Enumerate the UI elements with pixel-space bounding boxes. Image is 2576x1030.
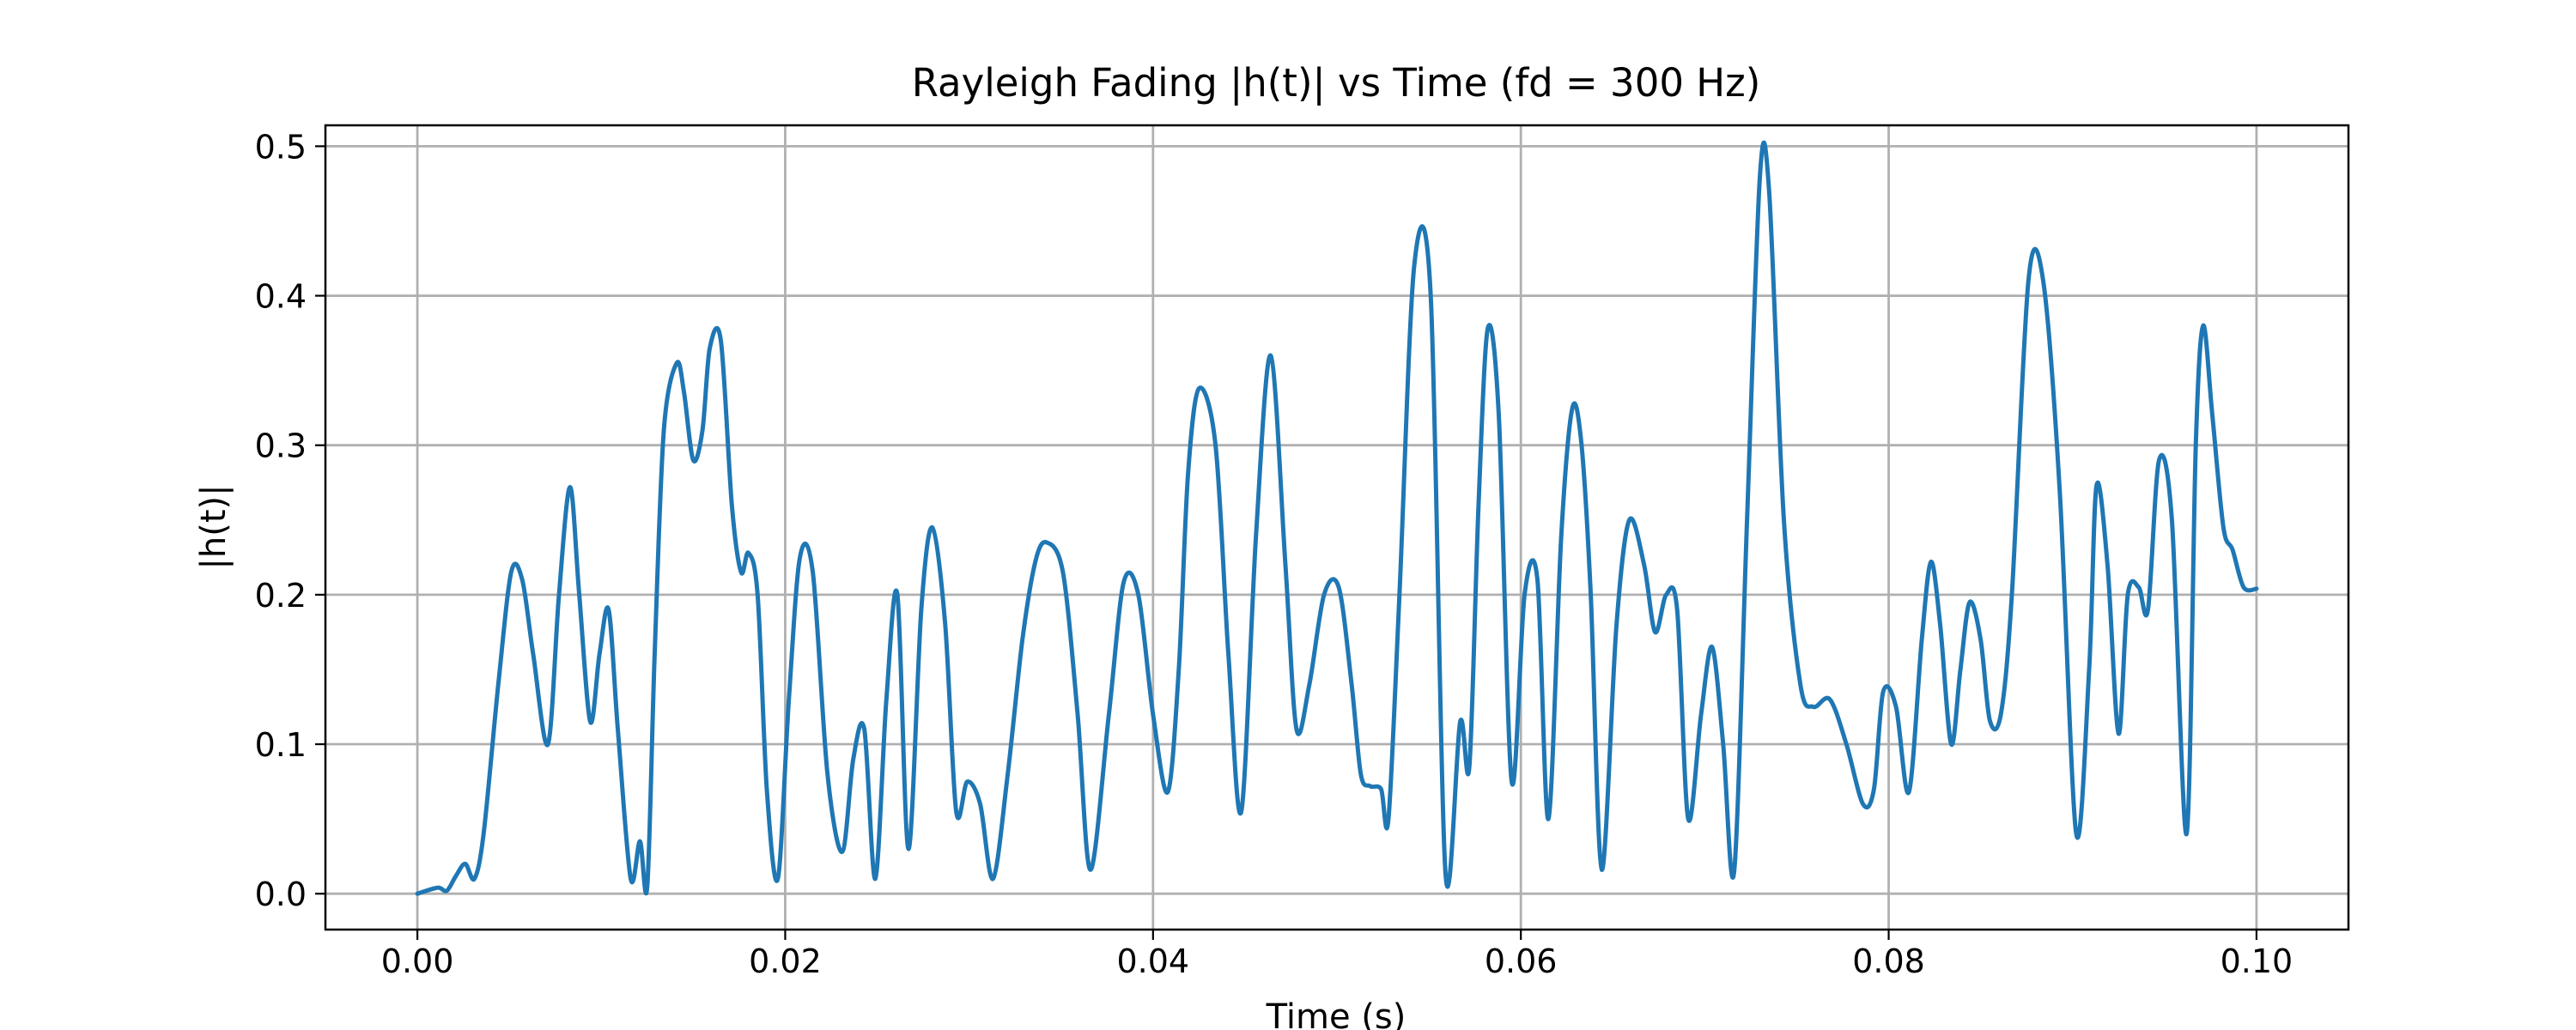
x-tick-label: 0.00: [381, 942, 454, 980]
y-tick-label: 0.1: [255, 726, 307, 764]
x-tick-label: 0.10: [2221, 942, 2293, 980]
y-tick-label: 0.3: [255, 427, 307, 465]
x-axis-label: Time (s): [1266, 997, 1406, 1030]
x-tick-label: 0.02: [749, 942, 822, 980]
y-axis-label: |h(t)|: [194, 484, 234, 569]
data-series-layer: [415, 140, 2259, 896]
x-tick-label: 0.06: [1485, 942, 1558, 980]
chart-title: Rayleigh Fading |h(t)| vs Time (fd = 300…: [912, 60, 1761, 106]
y-tick-label: 0.0: [255, 876, 307, 913]
axis-ticks: 0.00 0.02 0.04 0.06 0.08 0.10 0.0 0.1 0.2 0.3 0.4 0…: [255, 128, 2293, 980]
y-tick-label: 0.4: [255, 278, 307, 316]
x-tick-label: 0.04: [1117, 942, 1190, 980]
plot-frame: [324, 124, 2350, 931]
y-tick-label: 0.5: [255, 128, 307, 166]
y-tick-label: 0.2: [255, 577, 307, 615]
x-tick-label: 0.08: [1852, 942, 1925, 980]
series-line-0: [415, 140, 2259, 896]
